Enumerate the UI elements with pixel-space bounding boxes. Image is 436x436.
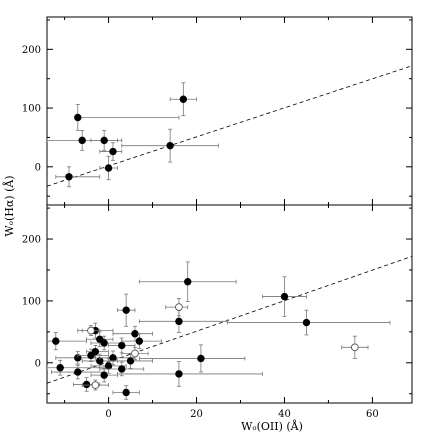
top-data-point-filled [179, 95, 188, 103]
bottom-data-point-filled [82, 380, 91, 389]
bottom-x-tick-label: 60 [366, 409, 379, 420]
top-data-point-filled [109, 147, 117, 156]
top-y-tick-label: 0 [35, 162, 41, 173]
bottom-data-point-filled [56, 364, 64, 372]
bottom-data-point-filled [126, 357, 135, 365]
bottom-x-tick-label: 40 [278, 409, 291, 420]
bottom-data-point-open [350, 343, 359, 352]
bottom-data-point-filled [302, 318, 311, 327]
top-data-point-filled [100, 136, 108, 145]
bottom-data-point-filled [122, 306, 130, 314]
bottom-data-point-filled [135, 337, 144, 345]
top-data-point-filled [74, 113, 82, 122]
bottom-y-tick-label: 200 [22, 235, 41, 246]
bottom-data-point-filled [109, 354, 117, 362]
top-data-point-filled [78, 136, 86, 145]
y-axis-title: Wₒ(Hα) (Å) [2, 175, 16, 236]
bottom-data-point-filled [184, 278, 192, 286]
bottom-data-point-open [87, 326, 95, 335]
bottom-dashed-line [47, 255, 412, 384]
bottom-x-tick-label: 0 [105, 409, 111, 420]
bottom-panel: 0 100 200 0 20 40 60 [22, 204, 413, 420]
bottom-y-tick-label: 0 [35, 358, 41, 369]
bottom-data-point-filled [91, 347, 100, 356]
bottom-data-point-filled [118, 365, 126, 373]
bottom-plot-frame [46, 204, 413, 404]
top-y-tick-label: 100 [22, 104, 41, 115]
bottom-data-point-filled [52, 337, 60, 345]
top-data-point-filled [65, 173, 73, 181]
bottom-data-point-filled [131, 330, 139, 338]
bottom-data-point-open [175, 303, 183, 311]
bottom-x-tick-label: 20 [190, 409, 203, 420]
bottom-data-point-filled [175, 317, 183, 326]
bottom-data-point-filled [122, 388, 130, 397]
top-y-tick-label: 200 [22, 45, 41, 56]
top-panel: 0 100 200 [22, 16, 413, 206]
top-data-point-filled [104, 164, 113, 172]
bottom-data-point-filled [100, 339, 108, 347]
bottom-data-point-filled [197, 354, 205, 363]
bottom-data-point-open [131, 349, 139, 358]
bottom-data-point-filled [74, 368, 82, 376]
bottom-data-point-filled [280, 292, 289, 301]
bottom-data-point-filled [175, 370, 183, 378]
top-plot-frame [46, 16, 413, 206]
x-axis-title: Wₒ(OII) (Å) [241, 419, 303, 433]
bottom-data-point-filled [100, 371, 108, 379]
bottom-data-point-open [91, 381, 100, 389]
top-data-layer [47, 65, 412, 188]
top-data-point-filled [166, 141, 174, 150]
bottom-data-layer [47, 255, 412, 400]
bottom-data-point-filled [104, 362, 113, 370]
bottom-y-tick-label: 100 [22, 296, 41, 307]
